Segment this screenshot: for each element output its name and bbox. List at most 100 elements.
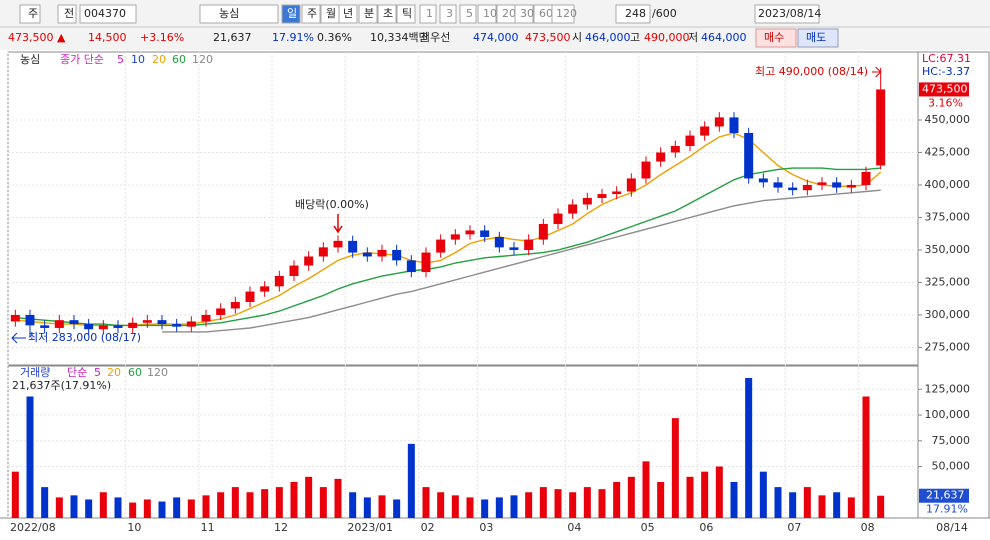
toolbar-button[interactable] [514,4,534,24]
volume-bar [393,499,401,518]
toolbar-label[interactable]: 일 [287,6,297,20]
candle-body [568,204,578,214]
volume-bar [85,499,93,518]
volume-bar [686,476,694,518]
x-tick-label: 07 [787,521,801,534]
volume-bar [495,497,503,518]
low-arrow [11,332,26,344]
candle-body [260,286,270,292]
sell-button-bg[interactable] [797,28,839,48]
candle-body [142,320,152,323]
toolbar-label[interactable]: 248 [625,7,646,20]
toolbar-label[interactable]: 초 [383,7,393,20]
candle-body [802,184,812,191]
toolbar-label[interactable]: 농심 [219,7,239,20]
quote-field: 21,637 [213,31,252,44]
volume-bar [407,443,415,518]
candle-body [538,223,548,240]
y-tick-label: 325,000 [925,275,971,288]
toolbar-label[interactable]: 10 [483,7,497,20]
toolbar-label[interactable]: 주 [28,7,38,20]
toolbar-label[interactable]: 월 [326,7,336,20]
volume-info: 21,637주(17.91%) [12,379,111,392]
toolbar-label[interactable]: 주 [307,7,317,20]
toolbar-label[interactable]: 1 [426,7,433,20]
candle-body [84,324,94,330]
candle-body [832,182,842,188]
legend-entry: 120 [147,366,168,379]
toolbar-label[interactable]: 틱 [402,7,412,20]
toolbar-button[interactable] [754,4,820,24]
quote-field[interactable]: 매도 [806,31,826,44]
candle-body [494,236,504,248]
buy-button-bg[interactable] [755,28,797,48]
candle-body [54,320,64,328]
toolbar-button[interactable] [338,4,358,24]
toolbar-button[interactable] [551,4,575,24]
toolbar-button[interactable] [301,4,321,24]
quote-field: 저 [688,31,698,44]
toolbar-button[interactable] [377,4,397,24]
candle-body [612,191,622,195]
x-tick-label: 04 [567,521,581,534]
toolbar-label[interactable]: 30 [520,7,534,20]
candle-body [714,117,724,127]
legend-entry: 거래량 [20,366,50,379]
toolbar-label[interactable]: 120 [556,7,577,20]
candle-body [289,265,299,276]
moving-average-line [15,132,882,327]
quote-field[interactable]: 매수 [764,31,784,44]
toolbar-button[interactable] [615,4,651,24]
toolbar-label[interactable]: 5 [466,7,473,20]
toolbar-button[interactable] [281,4,301,24]
toolbar-label[interactable]: 20 [502,7,516,20]
candle-body [186,321,196,327]
toolbar-label[interactable]: 분 [364,7,374,20]
x-tick-label: 10 [127,521,141,534]
volume-bar [349,492,357,518]
candle-body [216,308,226,315]
quote-field: 464,000 [701,31,747,44]
toolbar-button[interactable] [57,4,77,24]
toolbar-label[interactable]: 004370 [84,7,126,20]
toolbar-label[interactable]: 60 [539,7,553,20]
volume-bar [569,492,577,518]
volume-bar [290,481,298,518]
legend-entry: 종가 단순 [60,53,104,66]
volume-bar [510,495,518,518]
toolbar-label[interactable]: /600 [652,7,677,20]
candle-body [817,182,827,185]
toolbar-label[interactable]: 전 [64,7,74,20]
legend-entry: 20 [107,366,121,379]
toolbar-button[interactable] [459,4,477,24]
candle-body [744,132,754,179]
toolbar-label[interactable]: 3 [446,7,453,20]
candle-body [729,117,739,133]
toolbar-label[interactable]: 년 [343,7,353,20]
legend-entry: 60 [128,366,142,379]
quote-field: 0.36% [317,31,352,44]
toolbar-button[interactable] [199,4,279,24]
toolbar-button[interactable] [79,4,137,24]
y-tick-label: 450,000 [925,113,971,126]
toolbar-button[interactable] [358,4,378,24]
candle-body [582,197,592,205]
toolbar-button[interactable] [396,4,416,24]
volume-bar [642,461,650,518]
candle-body [421,252,431,273]
volume-bar [41,487,49,518]
toolbar-label[interactable]: 2023/08/14 [758,7,821,20]
volume-bar [305,476,313,518]
volume-bar [70,495,78,518]
toolbar-button[interactable] [439,4,457,24]
toolbar-button[interactable] [419,4,437,24]
legend-entry: 단순 [67,366,87,379]
volume-bar [246,492,254,518]
high-annotation: 최고 490,000 (08/14) [755,65,868,78]
candle-body [230,301,240,309]
toolbar-button[interactable] [477,4,497,24]
toolbar-button[interactable] [19,4,41,24]
candle-body [641,161,651,179]
current-price-box [919,82,969,97]
candle-body [700,126,710,136]
